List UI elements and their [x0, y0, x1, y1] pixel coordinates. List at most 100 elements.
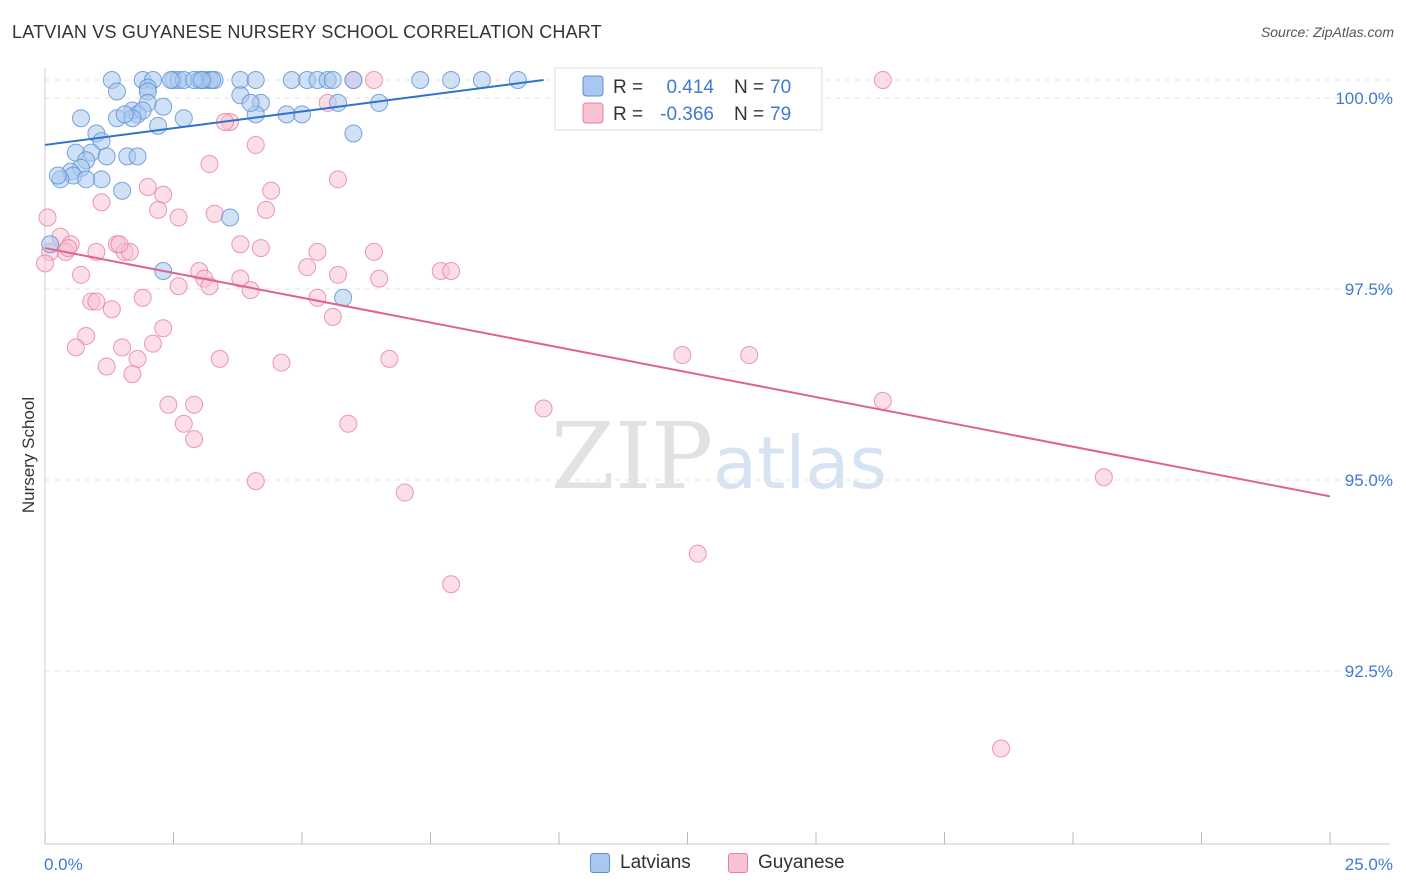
guyanese-point-35 [231, 269, 250, 288]
guyanese-point-10 [262, 181, 281, 200]
latvian-point-51 [128, 147, 147, 166]
guyanese-point-65 [873, 391, 892, 410]
legend-n-value-1: 70 [770, 77, 791, 98]
guyanese-point-3 [873, 71, 892, 89]
latvians-swatch [590, 853, 610, 873]
legend-item-latvians[interactable]: Latvians [590, 852, 691, 874]
guyanese-point-52 [113, 338, 132, 357]
watermark-atlas: atlas [713, 421, 887, 505]
watermark-zip: ZIP [551, 403, 713, 510]
guyanese-point-55 [210, 349, 229, 368]
latvian-point-49 [97, 147, 116, 166]
guyanese-point-16 [257, 200, 276, 219]
y-tick-label-2: 95.0% [1345, 471, 1393, 490]
y-tick-label-1: 97.5% [1345, 280, 1393, 299]
legend-r-value-1: 0.414 [666, 77, 714, 98]
tick-labels: 100.0% 97.5% 95.0% 92.5% 0.0% 25.0% [44, 89, 1393, 874]
guyanese-point-11 [154, 185, 173, 204]
guyanese-trend-line [44, 247, 1331, 498]
latvian-point-69 [115, 105, 134, 124]
guyanese-point-46 [308, 288, 327, 307]
y-axis-label: Nursery School [19, 397, 38, 513]
latvian-point-64 [161, 71, 180, 89]
guyanese-point-41 [200, 277, 219, 296]
guyanese-point-74 [992, 739, 1011, 758]
legend-item-guyanese[interactable]: Guyanese [728, 852, 845, 874]
guyanese-point-6 [246, 135, 265, 154]
bottom-legend: Latvians Guyanese [0, 848, 1406, 878]
guyanese-point-73 [442, 575, 461, 594]
guyanese-point-77 [110, 235, 129, 254]
guyanese-swatch [728, 853, 748, 873]
legend-box: R = 0.414 N = 70 R = -0.366 N = 79 [554, 67, 823, 131]
latvian-point-18 [442, 71, 461, 89]
guyanese-point-64 [534, 399, 553, 418]
guyanese-point-49 [154, 319, 173, 338]
guyanese-point-60 [673, 346, 692, 365]
latvian-point-24 [107, 82, 126, 101]
guyanese-point-31 [298, 258, 317, 277]
guyanese-point-23 [87, 242, 106, 261]
guyanese-point-62 [159, 395, 178, 414]
latvian-point-30 [328, 93, 347, 112]
latvian-point-58 [113, 181, 132, 200]
latvian-point-10 [231, 71, 250, 89]
guyanese-point-59 [123, 365, 142, 384]
guyanese-point-54 [128, 349, 147, 368]
latvian-point-66 [323, 71, 342, 89]
guyanese-point-69 [246, 472, 265, 491]
guyanese-point-28 [308, 242, 327, 261]
x-tick-label-max: 25.0% [1345, 855, 1393, 874]
trend-lines [44, 79, 1331, 498]
guyanese-point-48 [323, 307, 342, 326]
source-label: Source: ZipAtlas.com [1260, 24, 1394, 40]
guyanese-point-72 [688, 544, 707, 563]
latvian-trend-line [44, 79, 544, 146]
guyanese-point-56 [272, 353, 291, 372]
legend-swatch-guyanese [582, 102, 604, 124]
guyanese-point-58 [97, 357, 116, 376]
guyanese-point-37 [370, 269, 389, 288]
guyanese-point-32 [71, 265, 90, 284]
guyanese-point-12 [92, 193, 111, 212]
latvian-point-56 [92, 170, 111, 189]
guyanese-point-8 [328, 170, 347, 189]
latvian-point-68 [48, 166, 67, 185]
legend-n-label-2: N = [734, 104, 764, 125]
latvian-points [41, 71, 589, 307]
latvian-point-59 [221, 208, 240, 227]
guyanese-point-14 [169, 208, 188, 227]
latvian-point-16 [344, 71, 363, 89]
latvian-point-12 [282, 71, 301, 89]
guyanese-point-0 [364, 71, 383, 89]
y-tick-label-0: 100.0% [1335, 89, 1393, 108]
legend-n-value-2: 79 [770, 104, 791, 125]
guyanese-point-70 [395, 483, 414, 502]
guyanese-point-26 [231, 235, 250, 254]
latvian-point-11 [246, 71, 265, 89]
axes [44, 68, 1390, 845]
legend-r-value-2: -0.366 [660, 104, 714, 125]
guyanese-point-50 [77, 326, 96, 345]
guyanese-point-29 [364, 242, 383, 261]
latvian-point-67 [241, 93, 260, 112]
y-tick-label-3: 92.5% [1345, 662, 1393, 681]
guyanese-point-40 [169, 277, 188, 296]
guyanese-point-47 [102, 300, 121, 319]
guyanese-point-17 [38, 208, 57, 227]
guyanese-label: Guyanese [758, 852, 845, 873]
latvians-label: Latvians [620, 852, 691, 873]
latvian-point-43 [344, 124, 363, 143]
guyanese-point-71 [1094, 468, 1113, 487]
guyanese-point-13 [149, 200, 168, 219]
latvian-point-40 [71, 109, 90, 128]
chart-title: LATVIAN VS GUYANESE NURSERY SCHOOL CORRE… [12, 22, 602, 42]
latvian-point-38 [293, 105, 311, 124]
latvian-point-57 [77, 170, 96, 189]
guyanese-point-42 [241, 281, 260, 300]
guyanese-point-9 [138, 177, 157, 196]
guyanese-point-30 [36, 254, 54, 273]
latvian-point-17 [411, 71, 430, 89]
guyanese-point-27 [251, 239, 270, 258]
guyanese-point-68 [185, 430, 204, 449]
